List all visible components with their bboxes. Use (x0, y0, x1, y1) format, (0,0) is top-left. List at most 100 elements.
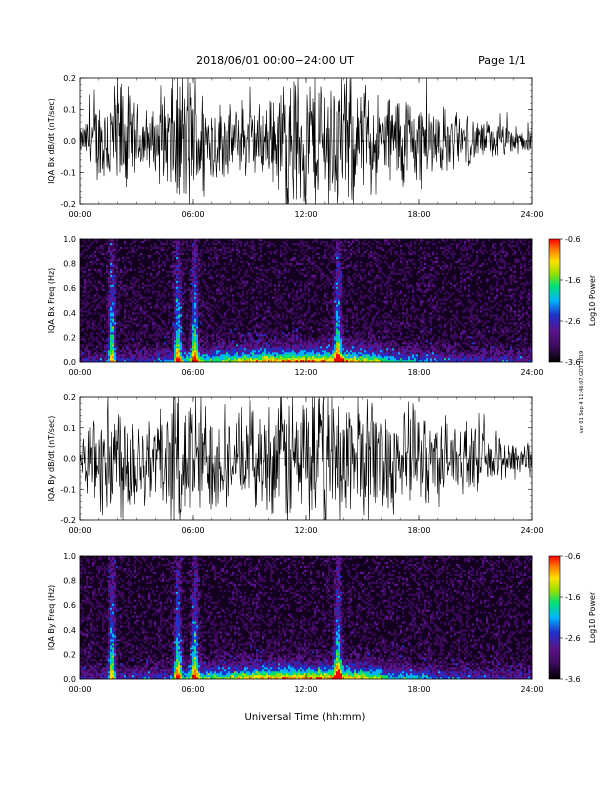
spectrogram-cell (216, 344, 219, 347)
spectrogram-cell (274, 288, 277, 291)
spectrogram-cell (298, 342, 301, 345)
spectrogram-cell (346, 300, 349, 303)
spectrogram-cell (274, 356, 277, 359)
spectrogram-cell (278, 270, 281, 273)
spectrogram-cell (158, 264, 161, 267)
spectrogram-cell (260, 296, 263, 299)
spectrogram-cell (172, 320, 175, 323)
spectrogram-cell (116, 330, 119, 333)
spectrogram-cell (152, 268, 155, 271)
spectrogram-cell (146, 314, 149, 317)
spectrogram-cell (84, 248, 87, 252)
spectrogram-cell (254, 344, 257, 347)
spectrogram-cell (270, 284, 273, 287)
spectrogram-cell (158, 270, 161, 273)
spectrogram-cell (300, 346, 303, 349)
spectrogram-cell (374, 296, 377, 299)
spectrogram-cell (108, 322, 111, 325)
spectrogram-cell (294, 336, 297, 339)
spectrogram-cell (190, 336, 193, 339)
spectrogram-cell (308, 336, 311, 339)
spectrogram-cell (86, 358, 89, 361)
spectrogram-cell (250, 268, 253, 271)
spectrogram-cell (184, 352, 187, 355)
spectrogram-cell (122, 330, 125, 333)
spectrogram-cell (144, 334, 147, 337)
spectrogram-cell (94, 239, 97, 242)
spectrogram-cell (196, 350, 199, 353)
spectrogram-cell (210, 274, 213, 277)
spectrogram-cell (352, 348, 355, 351)
spectrogram-cell (126, 324, 129, 327)
spectrogram-cell (188, 340, 191, 343)
spectrogram-cell (190, 348, 193, 351)
spectrogram-cell (244, 338, 247, 341)
spectrogram-cell (196, 304, 199, 307)
spectrogram-cell (252, 342, 255, 345)
spectrogram-cell (274, 346, 277, 349)
spectrogram-cell (158, 350, 161, 353)
spectrogram-cell (112, 322, 115, 325)
spectrogram-cell (182, 304, 185, 307)
spectrogram-cell (310, 280, 313, 283)
spectrogram-cell (334, 254, 337, 258)
spectrogram-cell (256, 354, 259, 357)
spectrogram-cell (274, 318, 277, 321)
spectrogram-cell (238, 354, 241, 357)
spectrogram-cell (364, 354, 367, 357)
spectrogram-cell (274, 272, 277, 275)
spectrogram-cell (196, 270, 199, 273)
spectrogram-cell (252, 350, 255, 353)
spectrogram-cell (108, 304, 111, 307)
spectrogram-cell (374, 342, 377, 345)
spectrogram-cell (208, 324, 211, 327)
spectrogram-cell (236, 328, 239, 331)
spectrogram-cell (300, 296, 303, 299)
spectrogram-cell (192, 294, 195, 297)
spectrogram-cell (218, 340, 221, 343)
spectrogram-cell (304, 324, 307, 327)
spectrogram-cell (336, 248, 339, 252)
spectrogram-cell (246, 350, 249, 353)
spectrogram-cell (170, 314, 173, 317)
spectrogram-cell (86, 296, 89, 299)
spectrogram-cell (308, 320, 311, 323)
spectrogram-cell (182, 356, 185, 359)
spectrogram-cell (292, 258, 295, 262)
spectrogram-cell (96, 358, 99, 361)
spectrogram-cell (268, 332, 271, 335)
spectrogram-cell (258, 346, 261, 349)
spectrogram-cell (198, 312, 201, 315)
spectrogram-cell (96, 354, 99, 357)
spectrogram-cell (334, 280, 337, 283)
spectrogram-cell (240, 268, 243, 271)
spectrogram-cell (110, 356, 113, 359)
spectrogram-cell (356, 346, 359, 349)
spectrogram-cell (210, 360, 213, 363)
spectrogram-cell (86, 300, 89, 303)
spectrogram-cell (260, 352, 263, 355)
spectrogram-cell (270, 242, 273, 246)
spectrogram-cell (290, 316, 293, 319)
spectrogram-cell (182, 286, 185, 289)
spectrogram-cell (304, 360, 307, 363)
spectrogram-cell (272, 346, 275, 349)
spectrogram-cell (292, 306, 295, 309)
spectrogram-cell (176, 338, 179, 341)
spectrogram-cell (366, 326, 369, 329)
spectrogram-cell (364, 320, 367, 323)
spectrogram-cell (148, 320, 151, 323)
spectrogram-cell (366, 262, 369, 265)
spectrogram-cell (134, 308, 137, 311)
spectrogram-cell (164, 262, 167, 265)
spectrogram-cell (144, 300, 147, 303)
spectrogram-cell (180, 242, 183, 246)
spectrogram-cell (368, 256, 371, 260)
spectrogram-cell (210, 252, 213, 256)
spectrogram-cell (174, 280, 177, 283)
spectrogram-cell (334, 274, 337, 277)
spectrogram-cell (296, 248, 299, 252)
spectrogram-cell (164, 252, 167, 256)
spectrogram-cell (174, 246, 177, 250)
spectrogram-cell (190, 264, 193, 267)
